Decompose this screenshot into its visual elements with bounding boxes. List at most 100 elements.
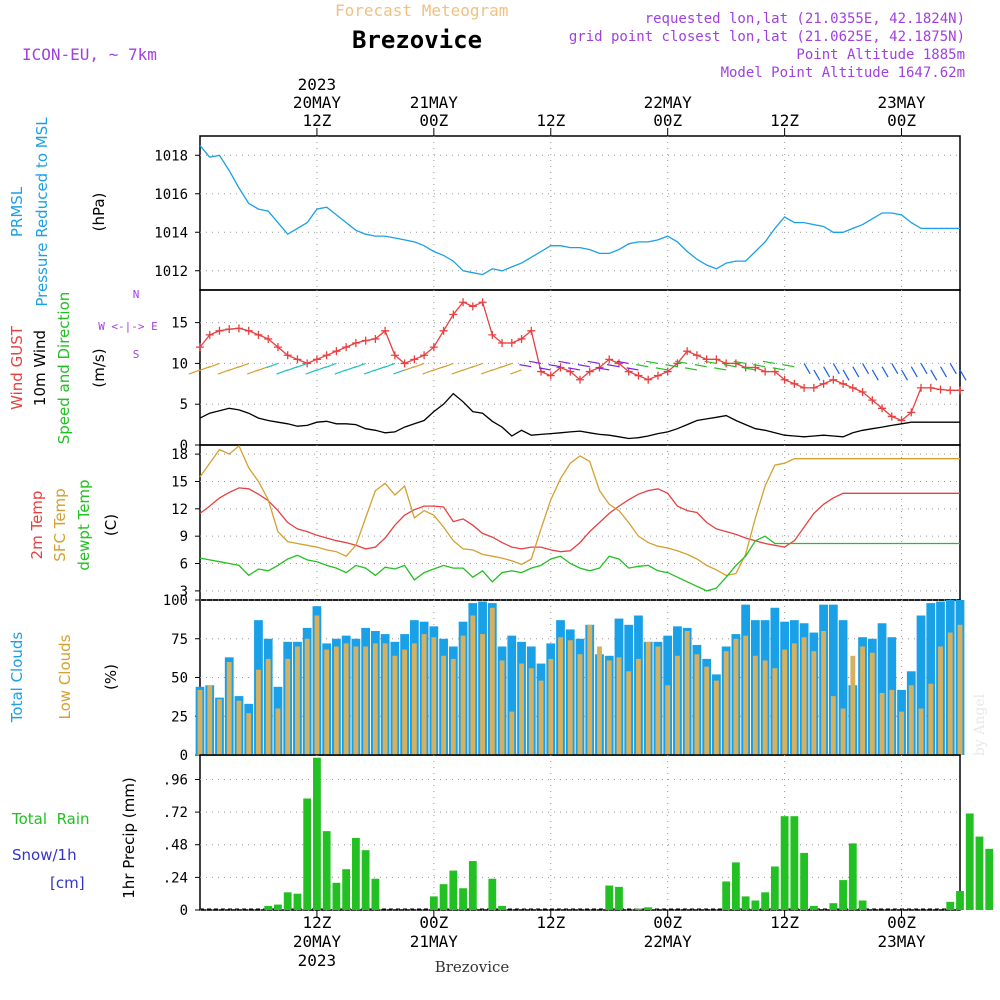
wind-direction-arrow (276, 369, 288, 375)
rain-bar (361, 850, 370, 910)
wind-direction-arrow (862, 363, 870, 375)
wind-direction-arrow (510, 369, 522, 375)
low-cloud-bar (197, 689, 203, 755)
clouds-ytick-label: 75 (171, 632, 188, 648)
rain-bar (274, 904, 282, 910)
temp-ytick-label: 3 (180, 584, 188, 600)
clouds-ytick-label: 25 (171, 709, 188, 725)
rain-bar (498, 905, 506, 910)
low-cloud-bar (675, 655, 680, 755)
gust-marker (351, 339, 360, 348)
rain-bar (975, 836, 984, 910)
time-label-bottom: 23MAY (877, 932, 926, 951)
pressure-ytick-label: 1016 (154, 187, 188, 203)
gust-marker (946, 386, 955, 395)
gust-line (199, 301, 960, 422)
wind-direction-arrow (256, 366, 269, 372)
gust-marker (683, 347, 692, 356)
gust-marker (858, 387, 867, 396)
rain-bar (264, 905, 273, 910)
gust-marker (926, 383, 935, 392)
model-altitude: Model Point Altitude 1647.62m (721, 65, 965, 81)
time-label-top: 12Z (302, 111, 331, 130)
low-cloud-bar (392, 655, 398, 755)
wind-direction-arrow (694, 364, 707, 368)
low-cloud-bar (899, 711, 904, 755)
gust-marker (809, 383, 818, 392)
wind-label-10m: 10m Wind (31, 330, 49, 406)
low-cloud-bar (694, 654, 700, 755)
gust-marker (761, 367, 770, 376)
low-cloud-bar (723, 651, 729, 755)
rain-bar (449, 870, 458, 910)
wind-label-dir: Speed and Direction (55, 292, 73, 445)
pressure-label-msl: Pressure Reduced to MSL (33, 117, 51, 307)
gust-marker (429, 343, 438, 352)
temp-frame (199, 444, 961, 601)
gust-marker (498, 339, 507, 348)
wind-direction-arrow (753, 364, 766, 368)
precip-label-rain: Total Rain (11, 810, 90, 828)
rain-bar (293, 893, 302, 910)
gust-marker (449, 310, 458, 319)
gust-marker (585, 367, 594, 376)
wind-direction-arrow (480, 369, 493, 375)
wind-direction-arrow (237, 362, 249, 369)
wind-direction-arrow (587, 360, 600, 365)
wind-panel: 0 5 10 15 (171, 289, 967, 454)
gust-marker (741, 363, 750, 372)
time-label-bottom: 12Z (536, 913, 565, 932)
temp-label-2m: 2m Temp (28, 491, 46, 560)
time-label-top: 23MAY (877, 93, 926, 112)
gust-marker (527, 326, 536, 335)
rain-bar (956, 890, 964, 910)
low-cloud-bar (626, 671, 632, 755)
low-cloud-bar (295, 646, 300, 755)
wind-direction-arrow (266, 362, 279, 369)
wind-direction-arrow (920, 363, 928, 375)
compass-west-east: W <-|-> E (98, 320, 158, 333)
wind-ytick-label: 10 (171, 356, 188, 372)
point-altitude: Point Altitude 1885m (796, 47, 965, 63)
rain-bar (644, 907, 653, 910)
rain-bar (303, 798, 312, 910)
gust-marker (439, 326, 448, 335)
wind-direction-arrow (723, 364, 737, 368)
rain-bar (468, 861, 477, 910)
wind-direction-arrow (490, 366, 503, 372)
compass-north: N (133, 288, 140, 301)
wind-direction-arrow (959, 369, 967, 381)
wind-ytick-label: 5 (180, 397, 188, 413)
gust-marker (576, 375, 584, 384)
gust-marker (644, 375, 653, 384)
wind-direction-arrow (782, 364, 795, 368)
rain-bar (488, 878, 497, 910)
total-cloud-bar (877, 623, 887, 755)
wind-direction-arrow (217, 369, 230, 375)
low-cloud-bar (928, 683, 934, 755)
total-cloud-bar (926, 603, 936, 755)
wind-direction-arrow (344, 366, 357, 372)
wind-compass: N W <-|-> E S (98, 288, 158, 361)
gust-marker (410, 355, 419, 364)
pressure-line (199, 145, 960, 276)
low-cloud-bar (733, 638, 739, 755)
rain-bar (605, 885, 614, 910)
rain-bar (283, 892, 292, 910)
pressure-ytick-label: 1012 (154, 264, 188, 280)
pressure-label-prmsl: PRMSL (8, 186, 26, 237)
precip-ytick-label: .96 (163, 772, 188, 788)
low-cloud-bar (908, 685, 914, 755)
wind-direction-arrow (227, 366, 240, 372)
low-cloud-bar (528, 668, 534, 755)
wind-direction-arrow (441, 362, 454, 369)
wind-direction-arrow (568, 367, 581, 371)
rain-bar (839, 880, 847, 910)
wind-frame (199, 289, 961, 446)
wind-direction-arrow (597, 367, 610, 371)
time-label-top: 12Z (770, 111, 799, 130)
gust-marker (420, 351, 429, 360)
wind-direction-arrow (363, 369, 376, 375)
rain-bar (439, 884, 448, 910)
gust-marker (878, 404, 887, 413)
